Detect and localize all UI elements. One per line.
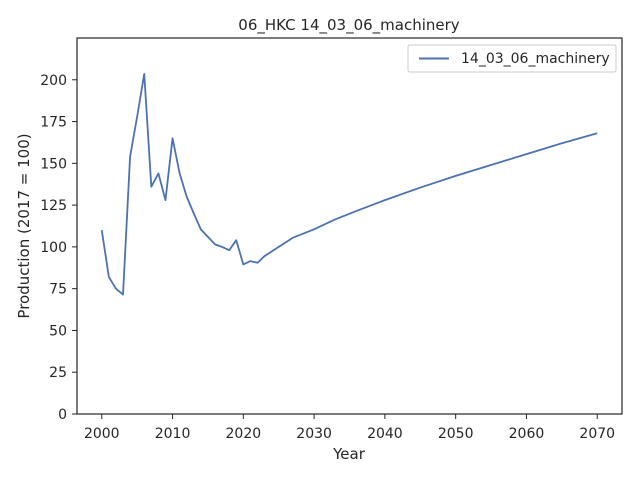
data-point [206,235,210,239]
y-axis-label: Production (2017 = 100) [15,133,33,318]
data-point [333,217,337,221]
y-tick-label: 75 [49,282,67,298]
y-tick-label: 50 [49,323,67,339]
data-point [128,155,132,159]
data-point [199,227,203,231]
y-tick-label: 0 [58,407,67,423]
data-point [560,141,564,145]
data-point [234,238,238,242]
data-point [100,228,104,232]
chart-title: 06_HKC 14_03_06_machinery [238,16,460,35]
data-point [355,209,359,213]
data-point [220,245,224,249]
data-point [241,262,245,266]
y-tick-label: 125 [40,198,67,214]
data-point [248,259,252,263]
data-point [163,198,167,202]
legend-frame [407,44,617,73]
data-point [312,227,316,231]
legend-label: 14_03_06_machinery [461,51,610,67]
data-point [114,287,118,291]
data-point [595,131,599,135]
y-tick-label: 175 [40,115,67,131]
axes-frame [76,37,623,415]
data-point [227,248,231,252]
data-point [121,293,125,297]
data-point [383,198,387,202]
y-tick-label: 25 [49,365,67,381]
data-point [418,186,422,190]
x-tick-label: 2000 [84,426,120,442]
data-point [178,171,182,175]
data-point [263,254,267,258]
y-tick-label: 100 [40,240,67,256]
series-line-14_03_06_machinery [100,73,598,296]
x-axis-label: Year [332,445,366,463]
x-tick-label: 2070 [579,426,615,442]
x-tick-label: 2020 [226,426,262,442]
x-tick-label: 2050 [438,426,474,442]
data-point [185,195,189,199]
y-tick-label: 200 [40,73,67,89]
plot-area: 2000 2010 2020 2030 2040 2050 2060 2070 0 25 50 75 1… [40,37,623,442]
legend: 14_03_06_machinery [407,44,617,73]
y-tick-label: 150 [40,156,67,172]
data-point [291,236,295,240]
data-point [454,174,458,178]
data-point [192,211,196,215]
data-point [213,242,217,246]
x-tick-label: 2060 [509,426,545,442]
data-point [149,185,153,189]
data-point [135,115,139,119]
data-point [142,72,146,76]
data-point [107,275,111,279]
data-point [171,136,175,140]
x-tick-label: 2030 [296,426,332,442]
data-point [277,245,281,249]
data-point [156,171,160,175]
data-point [255,261,259,265]
data-point [524,152,528,156]
x-tick-label: 2040 [367,426,403,442]
x-tick-label: 2010 [155,426,191,442]
data-point [489,163,493,167]
